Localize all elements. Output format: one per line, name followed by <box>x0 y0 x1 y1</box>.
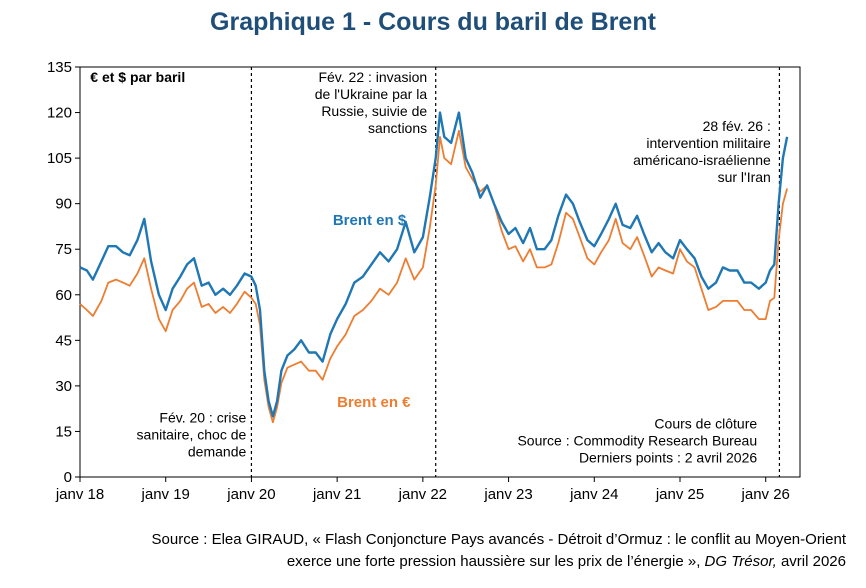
y-tick-label: 60 <box>55 287 72 304</box>
source-note-text: exerce une forte pression haussière sur … <box>286 553 705 570</box>
y-tick-label: 135 <box>47 59 72 76</box>
x-tick-label: janv 23 <box>483 486 532 503</box>
chart-annotation: 28 fév. 26 :intervention militaireaméric… <box>633 118 771 185</box>
source-note-publisher: DG Trésor, <box>704 553 777 570</box>
chart-title: Graphique 1 - Cours du baril de Brent <box>210 8 656 36</box>
series-label: Brent en $ <box>333 212 407 229</box>
annotation-line: intervention militaire <box>646 135 771 151</box>
annotation-line: Source : Commodity Research Bureau <box>517 432 757 448</box>
annotation-line: € et $ par baril <box>90 69 185 85</box>
annotation-line: Russie, suivie de <box>321 103 427 119</box>
x-tick-label: janv 22 <box>398 486 447 503</box>
y-tick-label: 15 <box>55 423 72 440</box>
source-note-line-1: Source : Elea GIRAUD, « Flash Conjonctur… <box>151 531 846 548</box>
x-tick-label: janv 24 <box>569 486 618 503</box>
annotation-line: sanitaire, choc de <box>137 426 247 442</box>
x-tick-label: janv 21 <box>312 486 361 503</box>
chart-annotation: € et $ par baril <box>90 69 185 85</box>
x-tick-label: janv 26 <box>741 486 790 503</box>
annotation-line: demande <box>188 443 247 459</box>
x-tick-label: janv 19 <box>141 486 190 503</box>
annotation-line: de l'Ukraine par la <box>315 86 428 102</box>
x-tick-label: janv 20 <box>226 486 275 503</box>
source-note-date: avril 2026 <box>776 553 846 570</box>
plot-frame <box>79 66 801 478</box>
y-tick-label: 90 <box>55 196 72 213</box>
annotation-line: sur l'Iran <box>718 169 771 185</box>
annotation-line: sanctions <box>368 120 427 136</box>
x-tick-label: janv 18 <box>55 486 104 503</box>
y-tick-label: 105 <box>47 150 72 167</box>
y-tick-label: 0 <box>64 469 72 486</box>
annotation-line: américano-israélienne <box>633 152 771 168</box>
annotation-line: Cours de clôture <box>654 415 757 431</box>
series-line-brent-en <box>79 111 789 418</box>
annotation-line: Derniers points : 2 avril 2026 <box>579 449 757 465</box>
y-tick-label: 75 <box>55 241 72 258</box>
y-tick-label: 30 <box>55 378 72 395</box>
y-tick-label: 120 <box>47 105 72 122</box>
series-label: Brent en € <box>337 394 411 411</box>
annotation-line: Fév. 22 : invasion <box>318 69 427 85</box>
x-tick-label: janv 25 <box>655 486 704 503</box>
annotation-line: 28 fév. 26 : <box>703 118 771 134</box>
source-note-line-2: exerce une forte pression haussière sur … <box>287 553 846 570</box>
y-tick-label: 45 <box>55 332 72 349</box>
annotation-line: Fév. 20 : crise <box>159 409 246 425</box>
series-line-brent-en <box>79 129 788 424</box>
